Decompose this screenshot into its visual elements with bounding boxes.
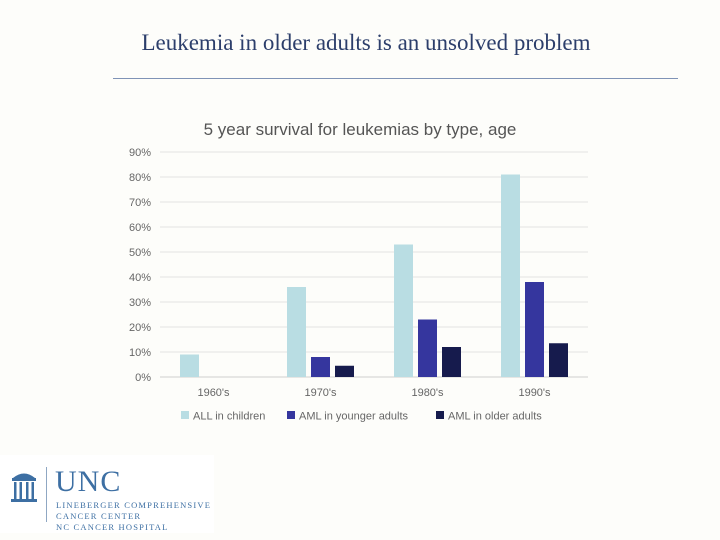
x-tick-label: 1990's xyxy=(518,387,551,399)
legend-label: ALL in children xyxy=(193,411,265,423)
y-tick-label: 60% xyxy=(129,222,151,234)
x-tick-label: 1980's xyxy=(411,387,444,399)
x-tick-label: 1970's xyxy=(304,387,337,399)
title-divider xyxy=(113,78,678,79)
bar xyxy=(394,244,413,377)
gridlines xyxy=(160,151,588,378)
y-tick-label: 30% xyxy=(129,297,151,309)
legend-swatch xyxy=(181,411,189,419)
bar xyxy=(180,354,199,377)
bar xyxy=(287,287,306,377)
logo-name: UNC xyxy=(55,465,122,498)
y-axis-ticks: 0% 10% 20% 30% 40% 50% 60% 70% 80% 90% xyxy=(129,147,151,384)
y-tick-label: 0% xyxy=(135,372,151,384)
x-axis-ticks: 1960's 1970's 1980's 1990's xyxy=(197,387,551,399)
slide-title: Leukemia in older adults is an unsolved … xyxy=(141,30,591,55)
bar xyxy=(418,319,437,377)
old-well-icon xyxy=(11,473,37,502)
logo-line-3: NC CANCER HOSPITAL xyxy=(56,522,169,532)
bar xyxy=(442,347,461,377)
legend-swatch xyxy=(287,411,295,419)
legend: ALL in children AML in younger adults AML … xyxy=(181,411,542,423)
x-tick-label: 1960's xyxy=(197,387,230,399)
y-tick-label: 40% xyxy=(129,272,151,284)
legend-label: AML in older adults xyxy=(448,411,542,423)
y-tick-label: 70% xyxy=(129,197,151,209)
legend-swatch xyxy=(436,411,444,419)
bar xyxy=(549,343,568,377)
y-tick-label: 90% xyxy=(129,147,151,159)
unc-logo: UNC LINEBERGER COMPREHENSIVE CANCER CENT… xyxy=(0,455,214,533)
bar xyxy=(501,174,520,377)
bar xyxy=(525,282,544,377)
logo-line-2: CANCER CENTER xyxy=(56,511,142,521)
legend-label: AML in younger adults xyxy=(299,411,409,423)
bars xyxy=(180,174,568,377)
y-tick-label: 20% xyxy=(129,322,151,334)
chart-title: 5 year survival for leukemias by type, a… xyxy=(204,120,517,139)
logo-divider xyxy=(46,467,47,522)
y-tick-label: 50% xyxy=(129,247,151,259)
logo-line-1: LINEBERGER COMPREHENSIVE xyxy=(56,500,212,510)
y-tick-label: 80% xyxy=(129,172,151,184)
y-tick-label: 10% xyxy=(129,347,151,359)
bar xyxy=(311,357,330,377)
bar xyxy=(335,365,354,377)
